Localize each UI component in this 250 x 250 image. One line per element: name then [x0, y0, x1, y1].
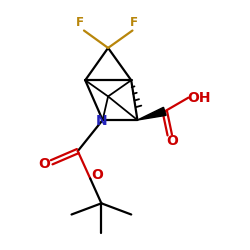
Polygon shape: [138, 107, 166, 120]
Text: N: N: [96, 114, 107, 128]
Text: O: O: [166, 134, 178, 148]
Text: F: F: [130, 16, 138, 28]
Text: O: O: [91, 168, 103, 182]
Text: F: F: [76, 16, 84, 28]
Text: OH: OH: [187, 91, 210, 105]
Text: O: O: [38, 156, 50, 170]
